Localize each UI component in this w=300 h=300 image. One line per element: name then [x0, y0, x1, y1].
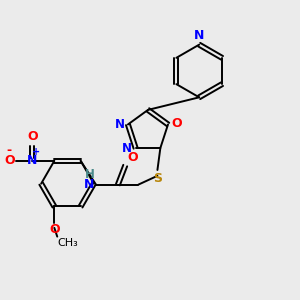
Text: N: N	[194, 29, 204, 42]
Text: +: +	[32, 147, 40, 157]
Text: N: N	[114, 118, 124, 131]
Text: N: N	[84, 178, 94, 191]
Text: O: O	[128, 151, 138, 164]
Text: N: N	[27, 154, 38, 167]
Text: H: H	[85, 168, 94, 181]
Text: -: -	[6, 144, 11, 157]
Text: O: O	[4, 154, 15, 167]
Text: O: O	[27, 130, 38, 143]
Text: CH₃: CH₃	[58, 238, 79, 248]
Text: S: S	[153, 172, 162, 185]
Text: O: O	[49, 224, 60, 236]
Text: N: N	[122, 142, 132, 154]
Text: O: O	[172, 116, 182, 130]
